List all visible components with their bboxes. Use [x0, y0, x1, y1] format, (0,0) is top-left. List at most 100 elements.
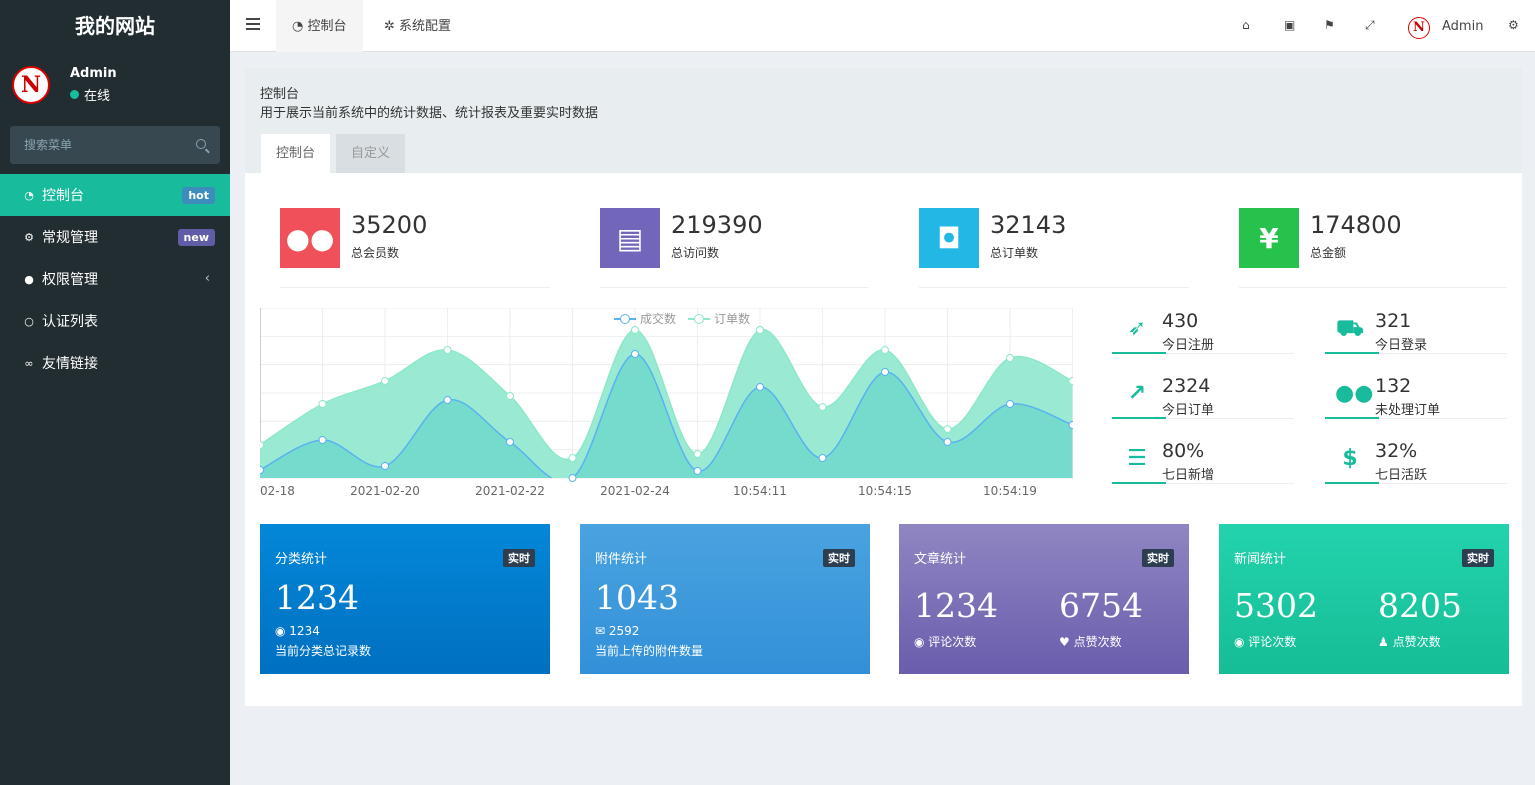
data-point — [506, 438, 514, 446]
card-value: 1234 — [275, 578, 359, 617]
data-point — [1006, 354, 1014, 362]
yen-icon: ¥ — [1239, 208, 1299, 268]
sidebar-item-label: 常规管理 — [42, 230, 98, 246]
card-title: 分类统计 — [275, 552, 328, 567]
sidebar: 我的网站 N Admin 在线 ◔ 控制台 hot ⚙ 常规管理 new ● 权… — [0, 0, 230, 785]
users-icon: ●● — [1335, 381, 1374, 406]
data-point — [318, 436, 327, 444]
comment-icon: ◉ — [914, 635, 929, 649]
comment-icon: ◉ — [1234, 635, 1249, 649]
data-point — [568, 474, 577, 482]
data-point — [1068, 377, 1077, 385]
dashboard-icon: ◔ — [24, 188, 34, 202]
card-article: 文章统计 实时 1234 ◉ 评论次数 6754 ♥ 点赞次数 — [899, 524, 1189, 674]
x-tick-label: 2021-02-24 — [600, 484, 670, 498]
sidebar-item-label: 控制台 — [42, 188, 84, 204]
stat-value: 174800 — [1310, 211, 1402, 239]
home-icon[interactable]: ⌂ — [1242, 18, 1250, 32]
card-title: 附件统计 — [595, 552, 648, 567]
panel-heading: 控制台 用于展示当前系统中的统计数据、统计报表及重要实时数据 控制台 自定义 — [245, 68, 1522, 173]
header-avatar[interactable]: N — [1408, 17, 1430, 39]
realtime-badge: 实时 — [1142, 549, 1174, 567]
card-sub: ◉ 1234 — [275, 624, 320, 638]
data-point — [818, 454, 827, 462]
stat-value: 35200 — [351, 211, 428, 239]
mini-label: 今日注册 — [1162, 338, 1215, 353]
card-label: ◉ 评论次数 — [914, 635, 977, 649]
card-footer: 当前上传的附件数量 — [595, 644, 704, 658]
mini-value: 32% — [1375, 440, 1418, 462]
sidebar-item-dashboard[interactable]: ◔ 控制台 hot — [0, 174, 230, 216]
legend-item-orders[interactable]: 订单数 — [688, 310, 750, 327]
card-value: 1234 — [914, 586, 998, 625]
settings-icon[interactable]: ⚙ — [1508, 18, 1519, 32]
group-icon: ● — [24, 272, 34, 286]
card-sub: ✉ 2592 — [595, 624, 640, 638]
card-news: 新闻统计 实时 5302 ◉ 评论次数 8205 ♟ 点赞次数 — [1219, 524, 1509, 674]
line-chart-icon: ↗ — [1127, 381, 1147, 406]
sidebar-item-links[interactable]: ∞ 友情链接 — [0, 342, 230, 384]
fullscreen-icon[interactable]: ⤢ — [1365, 18, 1375, 32]
sidebar-item-permission[interactable]: ● 权限管理 ‹ — [0, 258, 230, 300]
data-point — [318, 400, 327, 408]
data-point — [756, 383, 764, 391]
hot-badge: hot — [182, 187, 215, 204]
tab-system-config[interactable]: ✲ 系统配置 — [384, 19, 452, 34]
cart-icon: ⛟ — [1336, 316, 1364, 341]
mini-label: 未处理订单 — [1375, 403, 1441, 418]
mini-label: 今日订单 — [1162, 403, 1215, 418]
data-point — [818, 403, 827, 411]
tab-dashboard-panel[interactable]: 控制台 — [261, 134, 331, 173]
top-header: ◔ 控制台 ✲ 系统配置 ⌂ ▣ ⚑ ⤢ N Admin ⚙ — [230, 0, 1535, 52]
card-label: ♟ 点赞次数 — [1378, 635, 1441, 649]
cogs-icon: ⚙ — [24, 230, 34, 244]
card-label: ♥ 点赞次数 — [1059, 635, 1122, 649]
mini-value: 2324 — [1162, 375, 1211, 397]
stat-visits: ▤ 219390 总访问数 — [600, 208, 868, 288]
page-title: 控制台 — [260, 87, 300, 102]
user-icon: ♟ — [1378, 635, 1393, 649]
online-dot-icon — [70, 90, 79, 99]
stat-orders: ◘ 32143 总订单数 — [919, 208, 1189, 288]
trash-icon[interactable]: ▣ — [1284, 18, 1296, 32]
realtime-badge: 实时 — [1462, 549, 1494, 567]
area-chart: 02-18 2021-02-20 2021-02-22 2021-02-24 10:54… — [256, 307, 1077, 503]
tab-custom-panel[interactable]: 自定义 — [336, 134, 406, 173]
card-value: 6754 — [1059, 586, 1143, 625]
card-value: 5302 — [1234, 586, 1318, 625]
sidebar-item-general[interactable]: ⚙ 常规管理 new — [0, 216, 230, 258]
data-point — [256, 441, 264, 449]
rocket-icon: ➶ — [1127, 316, 1147, 341]
header-username[interactable]: Admin — [1442, 19, 1484, 34]
card-value: 8205 — [1378, 586, 1462, 625]
data-point — [943, 438, 952, 446]
data-point — [443, 346, 452, 354]
x-tick-label: 10:54:19 — [983, 484, 1037, 498]
legend-item-deals[interactable]: 成交数 — [614, 310, 676, 327]
menu-toggle-icon[interactable] — [246, 18, 260, 32]
site-logo[interactable]: 我的网站 — [0, 0, 230, 52]
x-tick-label: 10:54:11 — [733, 484, 787, 498]
search-input[interactable] — [10, 126, 180, 164]
mini-value: 132 — [1375, 375, 1412, 397]
book-icon: ▤ — [600, 208, 660, 268]
search-box — [10, 126, 220, 164]
mini-label: 七日新增 — [1162, 468, 1215, 483]
data-point — [381, 462, 389, 470]
chevron-left-icon: ‹ — [204, 271, 210, 286]
card-category: 分类统计 实时 1234 ◉ 1234 当前分类总记录数 — [260, 524, 550, 674]
page-description: 用于展示当前系统中的统计数据、统计报表及重要实时数据 — [260, 106, 599, 121]
mini-value: 80% — [1162, 440, 1205, 462]
circle-icon: ○ — [24, 314, 34, 328]
sidebar-item-auth-list[interactable]: ○ 认证列表 — [0, 300, 230, 342]
sidebar-item-label: 认证列表 — [42, 314, 98, 330]
search-icon[interactable] — [196, 139, 206, 149]
avatar[interactable]: N — [12, 66, 50, 104]
chart-svg: 02-18 2021-02-20 2021-02-22 2021-02-24 10:54… — [256, 307, 1077, 498]
data-point — [881, 346, 889, 354]
stat-label: 总订单数 — [990, 246, 1039, 260]
stat-value: 219390 — [671, 211, 763, 239]
language-icon[interactable]: ⚑ — [1324, 18, 1335, 32]
shopping-bag-icon: ◘ — [919, 208, 979, 268]
tab-dashboard[interactable]: ◔ 控制台 — [276, 0, 363, 52]
